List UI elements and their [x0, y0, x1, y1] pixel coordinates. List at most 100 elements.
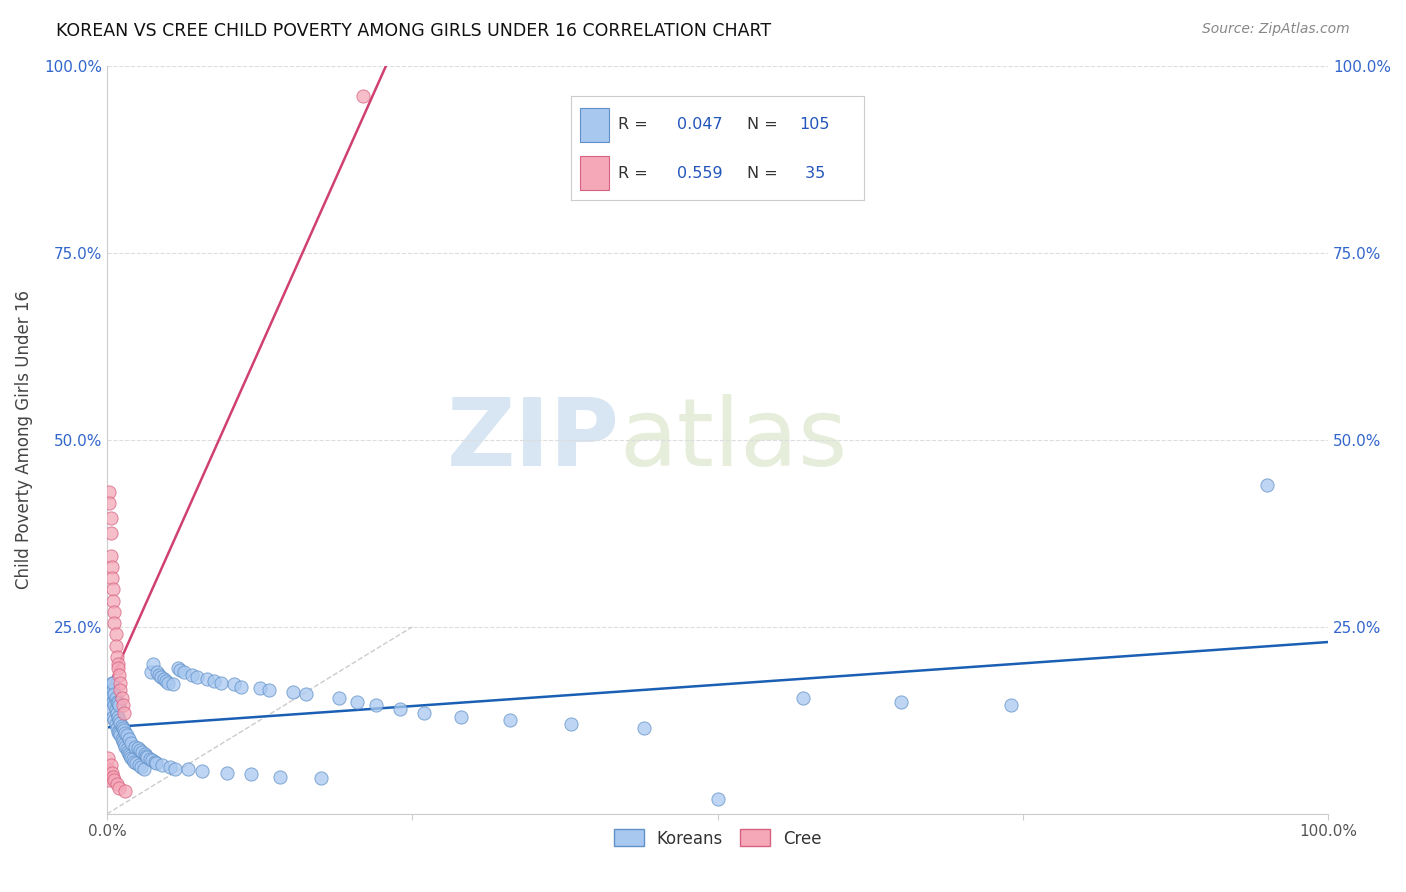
Point [111, 732, 134, 747]
Point [112, 737, 135, 751]
Point [105, 721, 128, 735]
Point [633, 721, 655, 735]
Point [352, 88, 374, 103]
Point [413, 706, 436, 720]
Point [259, 683, 281, 698]
Point [103, 687, 125, 701]
Point [101, 687, 124, 701]
Point [166, 661, 188, 675]
Point [98, 765, 121, 780]
Point [101, 582, 124, 597]
Point [186, 670, 208, 684]
Point [111, 734, 134, 748]
Point [128, 758, 150, 772]
Point [142, 657, 165, 672]
Point [792, 690, 814, 705]
Point [107, 657, 129, 672]
Point [169, 663, 191, 677]
Point [114, 784, 136, 798]
Point [129, 743, 152, 757]
Point [389, 702, 412, 716]
Point [107, 709, 129, 723]
Point [101, 676, 124, 690]
Point [100, 758, 122, 772]
Point [138, 751, 160, 765]
Point [328, 690, 350, 705]
Point [103, 698, 125, 713]
Point [98, 485, 121, 500]
Point [132, 762, 155, 776]
Text: Source: ZipAtlas.com: Source: ZipAtlas.com [1202, 22, 1350, 37]
Point [101, 676, 124, 690]
Point [103, 605, 125, 619]
Point [159, 760, 181, 774]
Point [231, 680, 253, 694]
Point [346, 695, 368, 709]
Point [107, 724, 129, 739]
Point [890, 695, 912, 709]
Point [103, 773, 125, 788]
Point [101, 770, 124, 784]
Point [145, 756, 167, 770]
Point [281, 685, 304, 699]
Point [249, 681, 271, 696]
Point [111, 698, 134, 713]
Y-axis label: Child Poverty Among Girls Under 16: Child Poverty Among Girls Under 16 [15, 290, 32, 590]
Text: atlas: atlas [620, 393, 848, 486]
Point [107, 696, 129, 710]
Point [118, 747, 141, 761]
Point [98, 773, 121, 788]
Point [112, 723, 135, 738]
Point [110, 676, 132, 690]
Point [706, 792, 728, 806]
Point [105, 706, 128, 720]
Point [127, 741, 149, 756]
Point [100, 549, 122, 563]
Text: KOREAN VS CREE CHILD POVERTY AMONG GIRLS UNDER 16 CORRELATION CHART: KOREAN VS CREE CHILD POVERTY AMONG GIRLS… [56, 22, 772, 40]
Point [115, 741, 138, 756]
Point [107, 661, 129, 675]
Point [269, 770, 291, 784]
Point [118, 732, 141, 747]
Point [240, 767, 263, 781]
Point [309, 771, 332, 785]
Point [1256, 477, 1278, 491]
Point [117, 745, 139, 759]
Point [1000, 698, 1022, 713]
Point [104, 690, 127, 705]
Point [105, 695, 128, 709]
Point [98, 496, 121, 510]
Point [103, 616, 125, 631]
Point [364, 698, 387, 713]
Point [97, 770, 120, 784]
Point [101, 560, 124, 574]
Point [108, 726, 131, 740]
Point [120, 751, 142, 765]
Point [110, 715, 132, 730]
Point [204, 673, 226, 688]
Point [114, 739, 136, 754]
Point [148, 668, 170, 682]
Point [129, 760, 152, 774]
Point [108, 668, 131, 682]
Point [115, 728, 138, 742]
Point [100, 690, 122, 705]
Point [112, 706, 135, 720]
Point [165, 762, 187, 776]
Point [173, 665, 195, 679]
Point [101, 702, 124, 716]
Point [110, 728, 132, 742]
Point [104, 717, 127, 731]
Point [101, 571, 124, 585]
Point [124, 739, 146, 754]
Point [120, 748, 142, 763]
Point [134, 747, 156, 761]
Point [157, 676, 180, 690]
Point [181, 668, 204, 682]
Point [104, 639, 127, 653]
Point [104, 702, 127, 716]
Point [108, 780, 131, 795]
Text: ZIP: ZIP [447, 393, 620, 486]
Point [101, 695, 124, 709]
Point [149, 670, 172, 684]
